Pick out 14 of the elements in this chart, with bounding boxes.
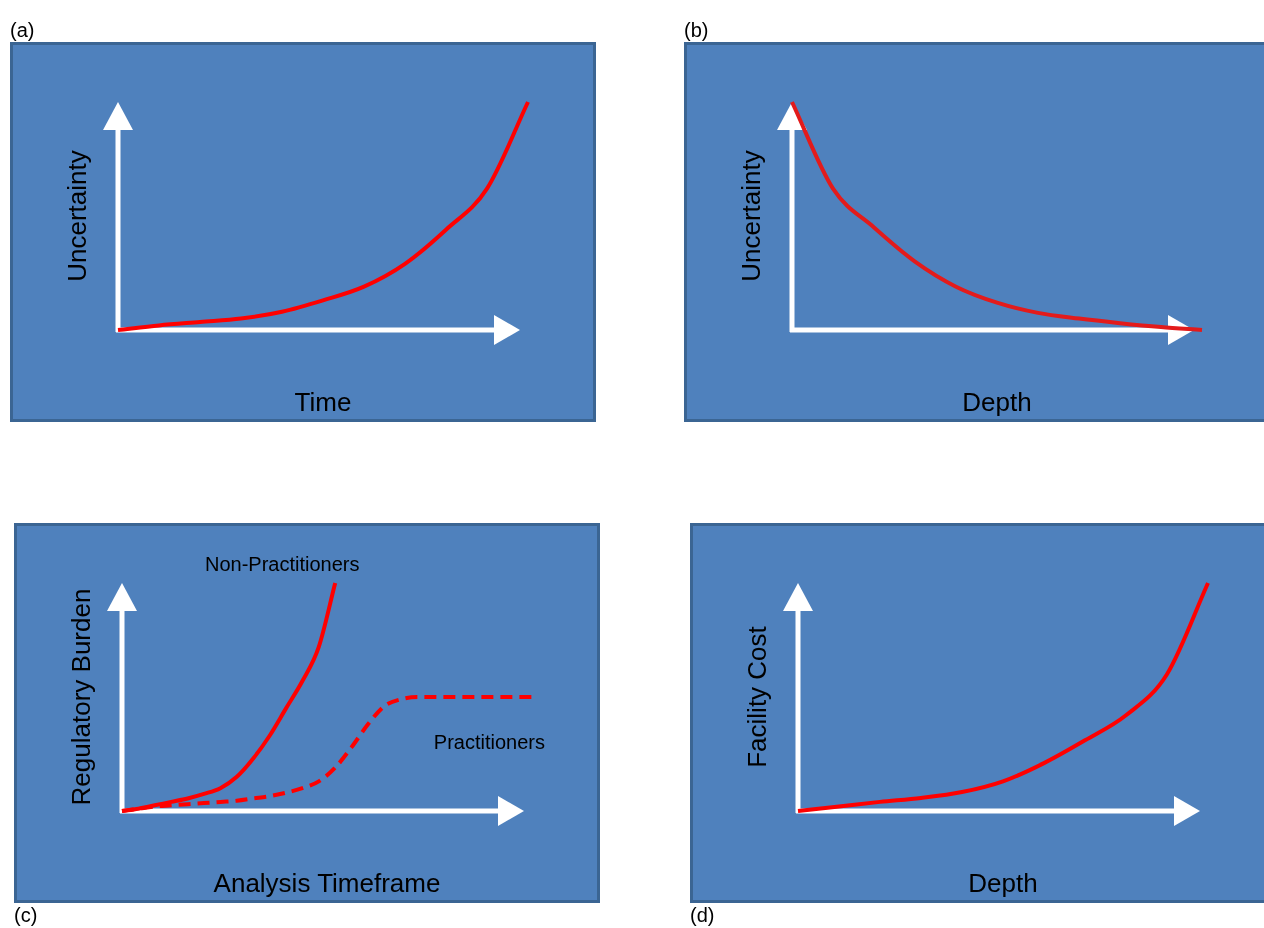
series-label: Practitioners [433,731,545,753]
x-axis-title: Time [294,386,352,417]
chart-title: (a) [10,18,36,42]
text: (c) [14,903,38,927]
x-axis-title: Depth [962,386,1032,417]
x-axis-title: Analysis Timeframe [213,867,441,898]
x-axis-title: Depth [968,867,1038,898]
y-axis-title: Regulatory Burden [65,588,96,806]
chart-title: (b) [684,18,710,42]
text: (d) [690,903,715,927]
y-axis-title: Uncertainty [735,150,766,282]
y-axis-title: Facility Cost [741,625,772,768]
series-label: Non-Practitioners [204,553,360,575]
y-axis-title: Uncertainty [61,150,92,282]
